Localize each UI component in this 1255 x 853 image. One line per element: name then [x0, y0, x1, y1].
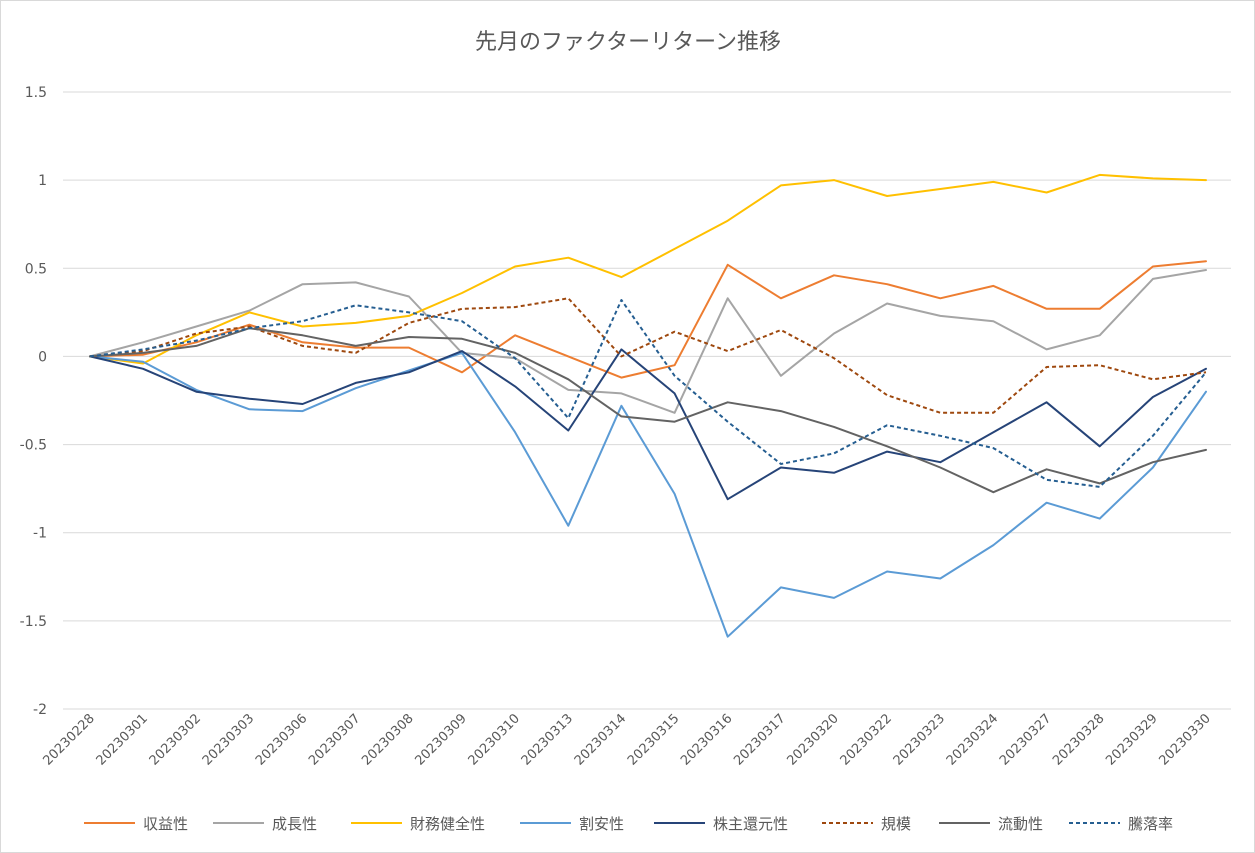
- chart-title: 先月のファクターリターン推移: [475, 30, 781, 55]
- x-tick-label: 20230307: [306, 711, 363, 768]
- x-tick-label: 20230316: [678, 711, 735, 768]
- x-tick-label: 20230310: [466, 711, 523, 768]
- x-tick-label: 20230327: [997, 711, 1054, 768]
- legend-label: 騰落率: [1128, 815, 1173, 833]
- legend-label: 成長性: [272, 815, 317, 833]
- x-tick-label: 20230320: [784, 711, 841, 768]
- series-line: [89, 351, 1207, 638]
- legend-label: 流動性: [998, 815, 1043, 833]
- legend-label: 規模: [881, 815, 911, 833]
- legend-label: 株主還元性: [713, 815, 788, 833]
- x-tick-label: 20230328: [1050, 711, 1107, 768]
- y-tick-label: 0.5: [25, 261, 47, 277]
- y-tick-label: -1: [33, 526, 47, 542]
- x-tick-label: 20230330: [1156, 711, 1213, 768]
- x-tick-label: 20230315: [625, 711, 682, 768]
- y-tick-label: -1.5: [20, 614, 47, 630]
- x-tick-label: 20230313: [519, 711, 576, 768]
- x-tick-label: 20230324: [944, 711, 1001, 768]
- series-line: [89, 348, 1207, 501]
- x-tick-label: 20230306: [253, 711, 310, 768]
- x-tick-label: 20230228: [40, 711, 97, 768]
- x-tick-label: 20230303: [200, 711, 257, 768]
- legend-label: 割安性: [579, 815, 624, 833]
- x-tick-label: 20230329: [1103, 711, 1160, 768]
- y-tick-label: -2: [33, 702, 47, 718]
- legend-label: 収益性: [143, 815, 188, 833]
- series-line: [89, 299, 1207, 488]
- series-line: [89, 297, 1207, 414]
- x-tick-label: 20230323: [891, 711, 948, 768]
- series-lines: [89, 173, 1207, 638]
- x-axis-tick-labels: 2023022820230301202303022023030320230306…: [40, 711, 1213, 768]
- y-axis-tick-labels: 1.5 1 0.5 0 -0.5 -1 -1.5 -2: [20, 85, 47, 718]
- series-line: [89, 173, 1207, 365]
- y-tick-label: -0.5: [20, 438, 47, 454]
- legend: 収益性 成長性 財務健全性 割安性 株主還元性 規模 流動性 騰落率: [84, 815, 1173, 833]
- y-tick-label: 1: [38, 173, 47, 189]
- x-tick-label: 20230309: [412, 711, 469, 768]
- gridlines: [63, 91, 1231, 710]
- y-tick-label: 1.5: [25, 85, 47, 101]
- x-tick-label: 20230308: [359, 711, 416, 768]
- x-tick-label: 20230314: [572, 711, 629, 768]
- legend-label: 財務健全性: [410, 815, 485, 833]
- x-tick-label: 20230302: [147, 711, 204, 768]
- series-line: [89, 327, 1207, 494]
- x-tick-label: 20230301: [94, 711, 151, 768]
- y-tick-label: 0: [38, 349, 47, 365]
- series-line: [89, 269, 1207, 414]
- series-line: [89, 260, 1207, 379]
- x-tick-label: 20230317: [731, 711, 788, 768]
- x-tick-label: 20230322: [838, 711, 895, 768]
